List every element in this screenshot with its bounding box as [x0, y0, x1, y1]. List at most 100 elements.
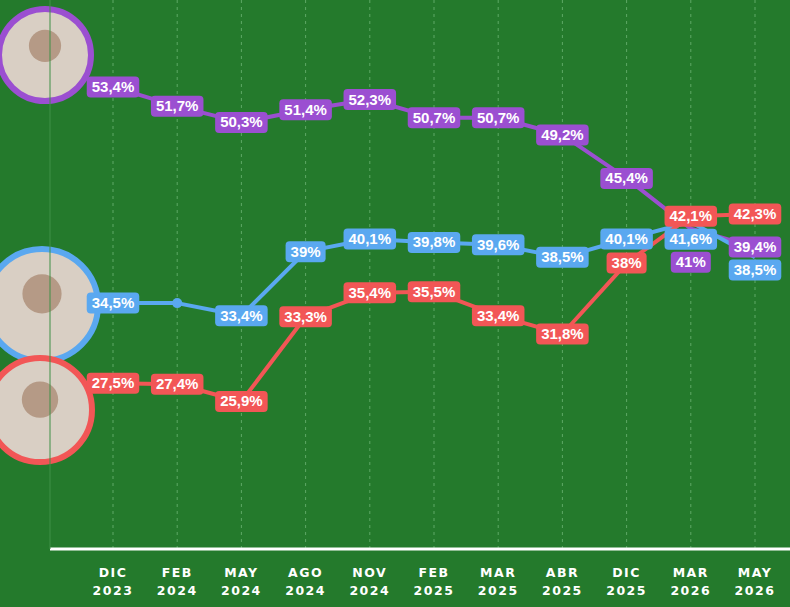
data-label: 50,3%	[215, 112, 268, 133]
x-tick-label-line: 2024	[157, 583, 198, 598]
x-tick-label: NOV 2024	[349, 565, 390, 598]
data-label: 50,7%	[408, 107, 461, 128]
x-tick-label: DIC2025	[606, 565, 647, 598]
data-label-text: 34,5%	[92, 294, 135, 311]
x-tick-label-line: DIC	[612, 565, 641, 580]
data-label-box	[408, 107, 461, 128]
x-tick-label: MAY2024	[221, 565, 262, 598]
x-tick-label: MAR 2026	[670, 565, 711, 598]
data-label-box	[536, 247, 589, 268]
data-label-box	[151, 374, 204, 395]
data-label-box	[215, 112, 268, 133]
data-label-box	[408, 281, 461, 302]
data-label-text: 39%	[291, 243, 321, 260]
data-label-text: 42,3%	[734, 205, 777, 222]
data-label-box	[665, 206, 718, 227]
data-label: 38%	[607, 253, 647, 274]
x-tick-label-line: 2026	[735, 583, 776, 598]
data-label: 39,4%	[729, 237, 782, 258]
data-label-text: 42,1%	[670, 207, 713, 224]
data-label-box	[87, 373, 140, 394]
data-label-text: 39,4%	[734, 238, 777, 255]
data-label: 41%	[671, 252, 711, 273]
point	[172, 298, 182, 308]
x-tick-label-line: AGO	[288, 565, 323, 580]
data-label-text: 33,3%	[284, 308, 327, 325]
data-label: 33,3%	[279, 306, 332, 327]
data-label-box	[600, 168, 653, 189]
data-label: 33,4%	[472, 305, 525, 326]
x-tick-label-line: MAR	[673, 565, 709, 580]
y-axis	[50, 0, 51, 549]
data-label-box	[729, 260, 782, 281]
x-tick-label-line: 2024	[221, 583, 262, 598]
data-label-box	[344, 89, 397, 110]
data-label: 51,7%	[151, 96, 204, 117]
x-tick-label: AGO2024	[285, 565, 326, 598]
data-label: 35,4%	[344, 282, 397, 303]
data-label-text: 38,5%	[734, 261, 777, 278]
data-label-text: 49,2%	[541, 126, 584, 143]
grid-line	[690, 0, 691, 549]
x-tick-label-line: 2026	[670, 583, 711, 598]
data-label-text: 53,4%	[92, 78, 135, 95]
data-label: 45,4%	[600, 168, 653, 189]
data-label-box	[665, 229, 718, 250]
data-label-box	[215, 391, 268, 412]
data-label-box	[729, 203, 782, 224]
series-line	[113, 87, 755, 247]
data-label: 38,5%	[536, 247, 589, 268]
grid-line	[626, 0, 627, 549]
x-tick-label: MAR2025	[478, 565, 519, 598]
data-label: 39%	[286, 241, 326, 262]
data-label-box	[472, 107, 525, 128]
grid-line	[434, 0, 435, 549]
data-label-box	[344, 229, 397, 250]
x-tick-label: FEB2024	[157, 565, 198, 598]
data-label-text: 51,4%	[284, 101, 327, 118]
data-label-text: 25,9%	[220, 392, 263, 409]
data-label: 40,1%	[600, 229, 653, 250]
data-label: 50,7%	[472, 107, 525, 128]
x-tick-label-line: 2025	[414, 583, 455, 598]
data-label: 52,3%	[344, 89, 397, 110]
data-label: 39,8%	[408, 232, 461, 253]
x-tick-label-line: MAY	[738, 565, 772, 580]
data-label-text: 40,1%	[605, 230, 648, 247]
data-label-text: 35,5%	[413, 283, 456, 300]
grid-line	[177, 0, 178, 549]
data-label: 42,1%	[665, 206, 718, 227]
data-label-text: 52,3%	[349, 91, 392, 108]
data-label: 42,3%	[729, 203, 782, 224]
x-tick-label-line: 2024	[349, 583, 390, 598]
data-label-text: 40,1%	[349, 230, 392, 247]
grid-line	[241, 0, 242, 549]
data-label-box	[215, 305, 268, 326]
data-label-box	[151, 96, 204, 117]
data-label: 27,5%	[87, 373, 140, 394]
grid-line	[498, 0, 499, 549]
data-labels: 53,4%34,5%27,5%51,7%27,4%50,3%33,4%25,9%…	[87, 76, 782, 412]
x-tick-label-line: MAR	[480, 565, 516, 580]
x-tick-label-line: 2023	[93, 583, 134, 598]
x-tick-label: MAY 2026	[735, 565, 776, 598]
data-label-box	[87, 293, 140, 314]
x-tick-label-line: NOV	[352, 565, 387, 580]
data-label-box	[279, 306, 332, 327]
data-label: 41,6%	[665, 229, 718, 250]
portrait	[0, 9, 91, 101]
data-label-box	[344, 282, 397, 303]
data-label: 39,6%	[472, 234, 525, 255]
data-label-box	[536, 323, 589, 344]
x-tick-label: FEB2025	[414, 565, 455, 598]
x-axis	[50, 548, 790, 551]
data-label-box	[472, 305, 525, 326]
data-label-text: 27,5%	[92, 374, 135, 391]
x-tick-label-line: DIC	[99, 565, 128, 580]
data-label-box	[87, 76, 140, 97]
data-label-box	[472, 234, 525, 255]
data-label-box	[279, 99, 332, 120]
data-label: 51,4%	[279, 99, 332, 120]
grid-line	[305, 0, 306, 549]
lines	[113, 87, 755, 402]
